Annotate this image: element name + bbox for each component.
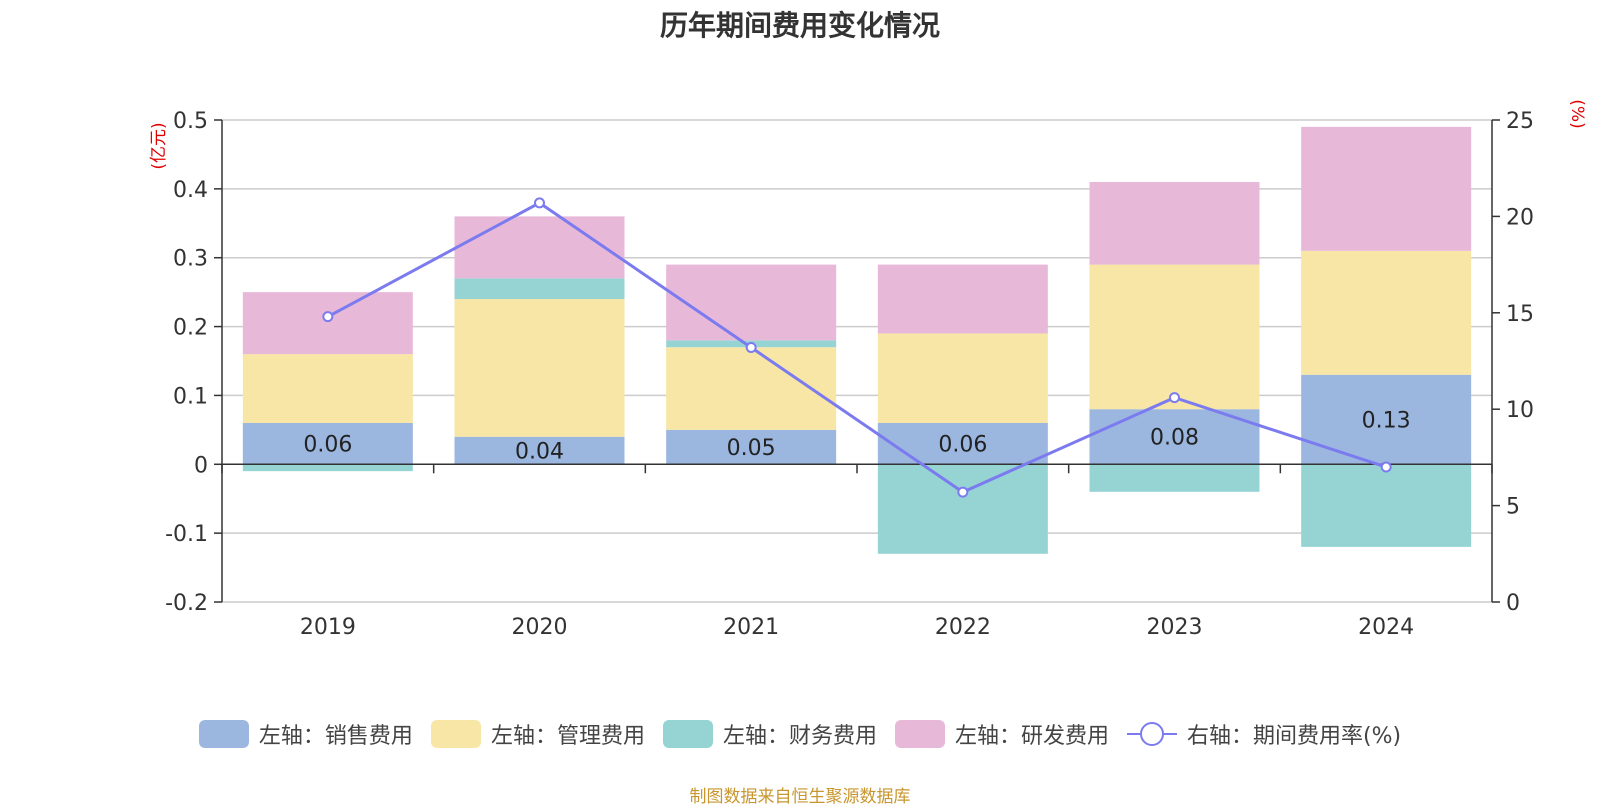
left-axis-tick-label: 0.4 [173, 178, 208, 203]
legend-label-sales: 左轴：销售费用 [258, 724, 413, 749]
bar-segment [877, 422, 1048, 465]
rate-point [322, 311, 334, 323]
right-axis-unit: (%) [1567, 99, 1587, 128]
legend-item-rnd[interactable]: 左轴：研发费用 [894, 718, 1109, 750]
left-axis-tick-label: 0 [194, 453, 208, 478]
chart-title: 历年期间费用变化情况 [659, 9, 940, 42]
x-axis-tick-label: 2023 [1147, 615, 1203, 640]
legend-label-admin: 左轴：管理费用 [490, 724, 645, 749]
rate-point [957, 486, 969, 498]
x-axis-tick-label: 2021 [723, 615, 779, 640]
legend-swatch-rate [1126, 720, 1177, 748]
legend-swatch-finance [662, 720, 713, 748]
data-label: 0.05 [727, 436, 776, 461]
x-axis-tick-label: 2019 [300, 615, 356, 640]
right-axis-tick-label: 10 [1506, 398, 1534, 423]
legend: 左轴：销售费用 左轴：管理费用 左轴：财务费用 左轴：研发费用 右轴：期间费用率… [0, 718, 1600, 750]
bar-segment [242, 464, 413, 472]
x-axis-tick-label: 2022 [935, 615, 991, 640]
bar-segment [666, 429, 837, 465]
right-axis-tick-label: 20 [1506, 205, 1534, 230]
right-axis-tick-label: 15 [1506, 302, 1534, 327]
bar-segment [666, 347, 837, 430]
legend-label-rate: 右轴：期间费用率(%) [1186, 724, 1402, 749]
data-label: 0.08 [1150, 426, 1199, 451]
legend-item-rate[interactable]: 右轴：期间费用率(%) [1126, 718, 1402, 750]
rate-point [745, 342, 757, 354]
bar-segment [242, 354, 413, 423]
x-axis-tick-label: 2024 [1358, 615, 1414, 640]
bar-segment [1089, 464, 1260, 492]
left-axis-tick-label: 0.5 [173, 109, 208, 134]
legend-label-rnd: 左轴：研发费用 [954, 724, 1109, 749]
legend-item-finance[interactable]: 左轴：财务费用 [662, 718, 877, 750]
left-axis-tick-label: 0.1 [173, 384, 208, 409]
data-label: 0.06 [938, 433, 987, 458]
legend-label-finance: 左轴：财务费用 [722, 724, 877, 749]
bar-segment [1089, 409, 1260, 465]
bar-segment [454, 299, 625, 437]
bar-segment [454, 216, 625, 279]
rate-point [1169, 392, 1180, 404]
bar-segment [877, 333, 1048, 423]
data-label: 0.04 [515, 440, 564, 465]
bar-segment [877, 264, 1048, 334]
bar-segment [1301, 464, 1472, 547]
right-axis-tick-label: 5 [1506, 495, 1520, 520]
bar-segment [242, 292, 413, 355]
legend-swatch-sales [198, 720, 249, 748]
left-axis-tick-label: 0.2 [173, 316, 208, 341]
rate-point [1380, 461, 1392, 473]
bar-segment [1089, 264, 1260, 410]
data-label: 0.13 [1362, 409, 1411, 434]
right-axis-tick-label: 25 [1506, 109, 1534, 134]
right-axis-tick-label: 0 [1506, 591, 1520, 616]
left-axis-unit: (亿元) [149, 122, 169, 169]
bar-segment [877, 464, 1048, 554]
data-label: 0.06 [303, 433, 352, 458]
rate-point [534, 197, 545, 209]
legend-item-sales[interactable]: 左轴：销售费用 [198, 718, 413, 750]
x-axis-tick-label: 2020 [512, 615, 568, 640]
left-axis-tick-label: 0.3 [173, 247, 208, 272]
left-axis-tick-label: -0.1 [165, 522, 208, 547]
legend-swatch-admin [430, 720, 481, 748]
legend-swatch-rnd [894, 720, 945, 748]
left-axis-tick-label: -0.2 [165, 591, 208, 616]
bar-segment [242, 422, 413, 465]
bar-segment [1301, 126, 1472, 251]
bar-segment [1301, 250, 1472, 375]
legend-item-admin[interactable]: 左轴：管理费用 [430, 718, 645, 750]
rate-line [327, 201, 1387, 494]
bar-segment [454, 278, 625, 300]
source-note: 制图数据来自恒生聚源数据库 [689, 787, 911, 807]
bar-segment [1089, 181, 1260, 265]
bar-segment [666, 264, 837, 341]
bar-segment [454, 436, 625, 465]
